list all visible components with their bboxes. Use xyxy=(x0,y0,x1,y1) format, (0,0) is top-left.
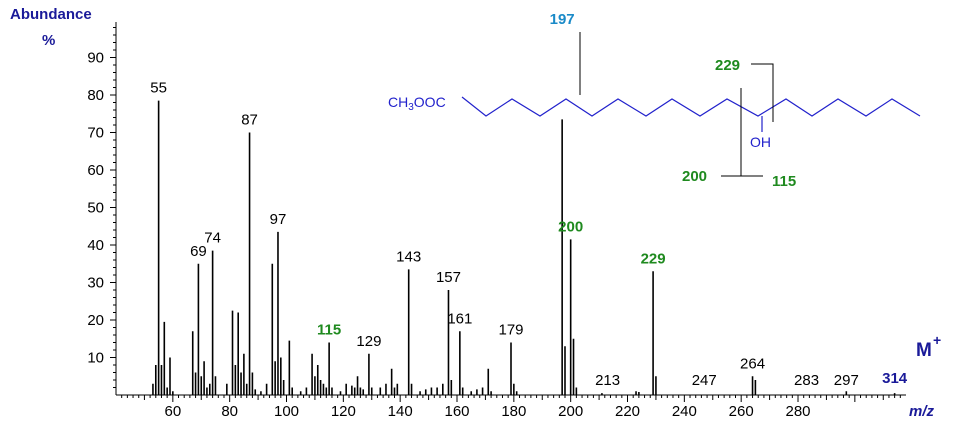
y-tick-label: 70 xyxy=(87,125,104,142)
y-tick-label: 60 xyxy=(87,162,104,179)
peak-label: 179 xyxy=(498,322,523,339)
y-axis-unit: % xyxy=(42,32,55,49)
y-tick-label: 10 xyxy=(87,350,104,367)
peak-label: 200 xyxy=(558,218,583,235)
peak-label: 143 xyxy=(396,248,421,265)
peak-label: 297 xyxy=(834,372,859,389)
base-peak-annotation: 197 xyxy=(550,11,581,95)
ester-group-text: CH3OOC xyxy=(388,94,446,113)
hydroxyl-text: OH xyxy=(750,134,771,150)
y-tick-label: 20 xyxy=(87,312,104,329)
x-tick-label: 140 xyxy=(388,403,413,420)
peak-label: 247 xyxy=(692,372,717,389)
peak-label: 129 xyxy=(356,333,381,350)
peak-label: 97 xyxy=(270,211,287,228)
x-tick-label: 280 xyxy=(785,403,810,420)
x-tick-label: 120 xyxy=(331,403,356,420)
y-tick-label: 40 xyxy=(87,237,104,254)
fragment-229-bracket xyxy=(751,63,774,122)
x-tick-label: 180 xyxy=(501,403,526,420)
fragment-200-label: 200 xyxy=(682,168,707,185)
peak-label: 55 xyxy=(150,80,167,97)
peak-label: 161 xyxy=(447,310,472,327)
peak-label: 87 xyxy=(241,112,258,129)
fragment-115-label: 115 xyxy=(772,173,796,190)
x-tick-label: 80 xyxy=(221,403,238,420)
peak-label: 229 xyxy=(641,250,666,267)
x-tick-label: 60 xyxy=(164,403,181,420)
y-axis-title: Abundance xyxy=(10,6,92,23)
y-tick-label: 30 xyxy=(87,275,104,292)
peak-label: 314 xyxy=(882,370,908,387)
y-tick-label: 90 xyxy=(87,50,104,67)
peak-label: 69 xyxy=(190,243,207,260)
molecular-structure: CH3OOC OH 229 200 115 xyxy=(388,57,921,190)
y-axis-ticks: 10 20 30 40 50 60 70 80 90 xyxy=(87,27,116,388)
peak-label: 283 xyxy=(794,372,819,389)
x-tick-label: 240 xyxy=(672,403,697,420)
alkyl-chain-skeleton xyxy=(461,96,921,117)
y-tick-label: 80 xyxy=(87,87,104,104)
peak-label: 213 xyxy=(595,372,620,389)
spectrum-bars xyxy=(152,100,896,395)
peak-label: 74 xyxy=(204,230,221,247)
x-axis-title: m/z xyxy=(909,403,935,420)
x-tick-label: 100 xyxy=(274,403,299,420)
peak-label: 157 xyxy=(436,269,461,286)
base-peak-label: 197 xyxy=(550,11,575,28)
fragment-229-label: 229 xyxy=(715,57,740,74)
x-tick-label: 260 xyxy=(729,403,754,420)
peak-label: 115 xyxy=(317,322,341,339)
x-tick-label: 200 xyxy=(558,403,583,420)
x-tick-label: 160 xyxy=(444,403,469,420)
molecular-ion-charge: + xyxy=(933,332,941,348)
molecular-ion-text: M xyxy=(916,340,932,361)
x-tick-label: 220 xyxy=(615,403,640,420)
x-axis-ticks: 60 80 100 120 140 160 180 200 220 240 260 280 xyxy=(121,395,901,420)
molecular-ion-label: M + xyxy=(916,332,941,361)
peak-label: 264 xyxy=(740,355,765,372)
y-tick-label: 50 xyxy=(87,200,104,217)
